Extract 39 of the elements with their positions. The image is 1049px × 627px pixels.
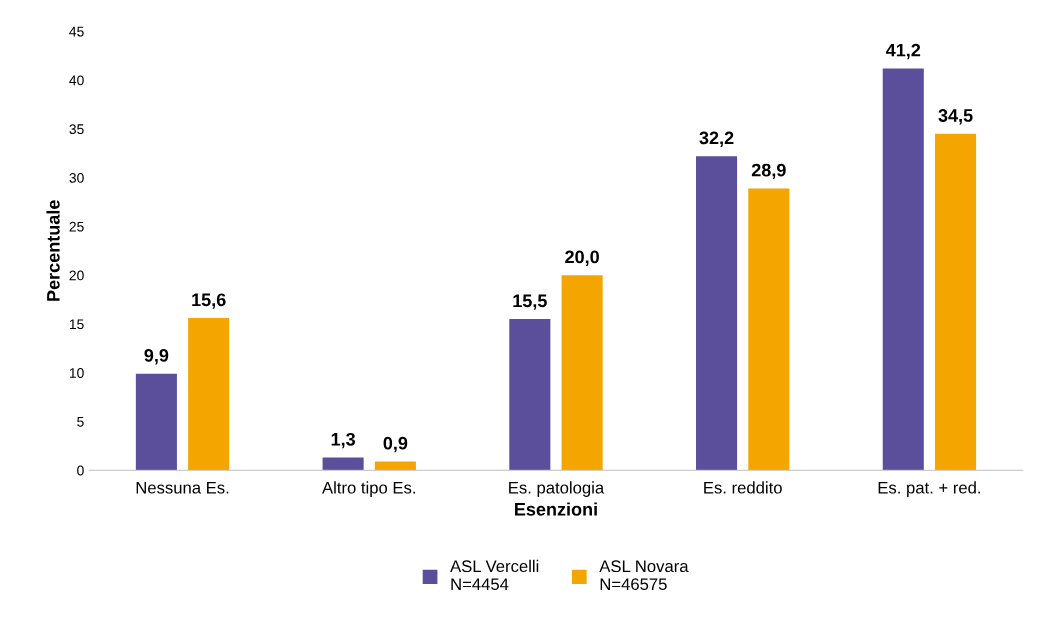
bar [561, 275, 603, 471]
bar [882, 68, 924, 471]
data-label: 41,2 [885, 43, 921, 60]
data-label: 34,5 [938, 109, 973, 125]
bar [188, 318, 230, 471]
legend-label: ASL Vercelli N=4454 [450, 559, 539, 591]
y-tick-label: 40 [69, 75, 84, 86]
y-tick-label: 15 [69, 319, 84, 330]
legend-label: ASL Novara N=46575 [599, 560, 689, 591]
x-axis-title: Esenzioni [515, 502, 597, 516]
data-label: 32,2 [699, 131, 734, 147]
bar [696, 156, 738, 471]
y-tick-label: 0 [77, 465, 84, 476]
y-tick-label: 20 [69, 270, 84, 281]
x-tick-label: Es. reddito [704, 481, 782, 494]
x-tick-label: Es. patologia [509, 481, 605, 497]
y-tick-label: 10 [69, 368, 84, 378]
y-tick-label: 5 [77, 416, 84, 427]
bar [374, 461, 416, 471]
data-label: 9,9 [144, 349, 169, 365]
y-axis-title: Percentuale [46, 200, 60, 301]
x-tick-label: Nessuna Es. [136, 481, 229, 494]
y-tick-label: 30 [69, 172, 84, 183]
data-label: 28,9 [751, 163, 786, 180]
data-label: 20,0 [565, 250, 599, 266]
bar [935, 133, 977, 471]
bar [509, 319, 551, 471]
y-tick-label: 35 [69, 124, 84, 135]
y-tick-label: 45 [69, 26, 84, 37]
data-label: 15,5 [513, 294, 547, 310]
bar [748, 188, 790, 471]
x-tick-label: Es. pat. + red. [878, 481, 981, 497]
x-tick-label: Altro tipo Es. [322, 481, 415, 497]
data-label: 1,3 [331, 432, 356, 449]
bar [135, 373, 177, 471]
data-label: 0,9 [383, 436, 408, 453]
bar [322, 457, 364, 471]
y-tick-label: 25 [69, 221, 84, 232]
data-label: 15,6 [192, 293, 226, 309]
